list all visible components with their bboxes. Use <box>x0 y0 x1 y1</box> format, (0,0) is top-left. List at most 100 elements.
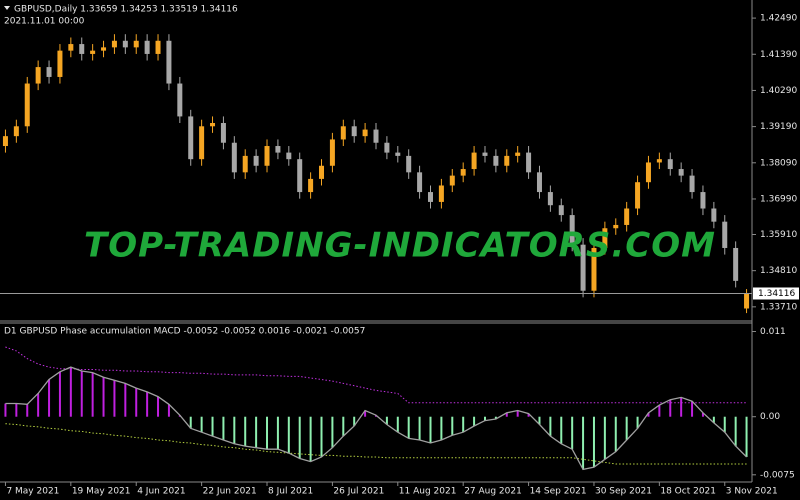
candle-body <box>635 182 641 209</box>
candle-body <box>220 123 226 143</box>
candle-body <box>373 129 379 143</box>
candle-body <box>242 155 248 173</box>
candle-body <box>427 192 433 202</box>
y-tick-label: 0.011 <box>760 327 786 337</box>
candle-body <box>253 155 259 166</box>
y-tick-label: 1.40290 <box>760 86 797 96</box>
candle-body <box>319 165 325 179</box>
candle-body <box>155 40 161 54</box>
candle-body <box>308 178 314 193</box>
candle-body <box>602 228 608 248</box>
candle-body <box>57 50 63 77</box>
watermark: TOP-TRADING-INDICATORS.COM <box>84 226 716 266</box>
menu-arrow[interactable] <box>4 6 10 10</box>
candle-body <box>515 152 521 156</box>
candle-body <box>406 155 412 173</box>
candle-body <box>504 155 510 166</box>
candle-body <box>700 192 706 209</box>
candle-body <box>231 142 237 173</box>
candle-body <box>645 162 651 183</box>
y-tick-label: 1.42490 <box>760 14 797 24</box>
candle-body <box>722 221 728 248</box>
candle-body <box>667 159 673 170</box>
y-tick-label: 1.38090 <box>760 158 797 168</box>
candle-body <box>362 129 368 137</box>
candle-body <box>711 208 717 222</box>
y-tick-label: 1.34810 <box>760 266 797 276</box>
x-tick-label: 26 Jul 2021 <box>333 487 384 497</box>
lower-band <box>5 423 747 465</box>
candle-body <box>166 40 172 84</box>
candle-body <box>580 244 586 291</box>
x-tick-label: 3 Nov 2021 <box>726 487 778 497</box>
y-tick-label: 1.35910 <box>760 230 797 240</box>
candle-body <box>569 215 575 245</box>
x-tick-label: 11 Aug 2021 <box>399 487 457 497</box>
x-tick-label: 4 Jun 2021 <box>137 487 185 497</box>
candle-body <box>133 40 139 48</box>
x-tick-label: 19 May 2021 <box>72 487 131 497</box>
candle-body <box>111 40 117 48</box>
candle-body <box>744 293 750 309</box>
x-tick-label: 18 Oct 2021 <box>660 487 716 497</box>
candle-body <box>733 247 739 281</box>
candle-body <box>340 126 346 140</box>
candle-body <box>122 40 128 48</box>
candle-body <box>547 192 553 206</box>
current-price-box <box>753 287 799 300</box>
candle-body <box>689 175 695 193</box>
chart-subtitle: 2021.11.01 00:00 <box>4 17 85 27</box>
candle-body <box>613 224 619 229</box>
candle-body <box>286 152 292 160</box>
candle-body <box>188 116 194 160</box>
candle-body <box>329 139 335 166</box>
y-tick-label: 1.39190 <box>760 122 797 132</box>
candle-body <box>351 126 357 137</box>
y-tick-label: -0.0075 <box>760 470 795 480</box>
candle-body <box>264 146 270 166</box>
candle-body <box>90 50 96 54</box>
candle-body <box>384 142 390 153</box>
x-tick-label: 7 May 2021 <box>6 487 59 497</box>
y-tick-label: 1.36990 <box>760 194 797 204</box>
candle-body <box>558 205 564 216</box>
candle-body <box>417 172 423 193</box>
candle-body <box>199 126 205 160</box>
candle-body <box>210 123 216 127</box>
x-tick-label: 27 Aug 2021 <box>464 487 522 497</box>
chart-title: GBPUSD,Daily 1.33659 1.34253 1.33519 1.3… <box>14 5 238 15</box>
candle-body <box>536 172 542 193</box>
candle-body <box>68 44 74 51</box>
candle-body <box>79 44 85 54</box>
y-tick-label: 0.00 <box>760 412 780 422</box>
current-price-label: 1.34116 <box>758 289 795 299</box>
candle-body <box>460 169 466 176</box>
y-tick-label: 1.33710 <box>760 302 797 312</box>
x-tick-label: 22 Jun 2021 <box>203 487 257 497</box>
indicator-title: D1 GBPUSD Phase accumulation MACD -0.005… <box>4 327 365 337</box>
candle-body <box>678 169 684 176</box>
candle-body <box>591 247 597 291</box>
candle-body <box>24 83 30 127</box>
candle-body <box>471 152 477 170</box>
candle-body <box>46 67 52 77</box>
upper-band <box>5 346 747 404</box>
candle-body <box>2 136 8 147</box>
macd-line <box>5 366 748 471</box>
x-tick-label: 30 Sep 2021 <box>595 487 652 497</box>
candle-body <box>144 40 150 54</box>
x-tick-label: 14 Sep 2021 <box>530 487 587 497</box>
x-tick-label: 8 Jul 2021 <box>268 487 313 497</box>
candle-body <box>624 208 630 225</box>
candle-body <box>101 47 107 51</box>
candle-body <box>177 83 183 117</box>
candle-body <box>13 126 19 137</box>
candle-body <box>297 159 303 193</box>
candle-body <box>275 146 281 153</box>
candle-body <box>395 152 401 156</box>
candle-body <box>482 152 488 156</box>
candle-body <box>493 155 499 166</box>
candle-body <box>438 185 444 202</box>
